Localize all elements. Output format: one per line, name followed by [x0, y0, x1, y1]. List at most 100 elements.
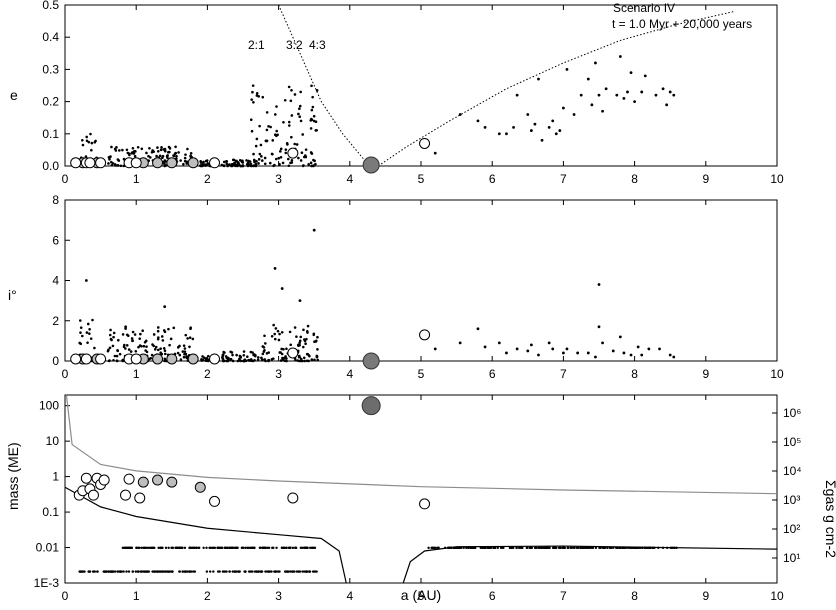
planetesimal-point: [177, 151, 180, 154]
embryo-gray: [194, 481, 206, 493]
planetesimal-point: [160, 335, 164, 338]
planetesimal-point: [510, 546, 513, 550]
planetesimal-point: [622, 351, 626, 355]
planetesimal-point: [618, 55, 622, 58]
planetesimal-point: [183, 156, 187, 160]
x-tick-label: 10: [770, 367, 784, 381]
planetesimal-point: [471, 546, 475, 550]
embryo-white: [123, 473, 135, 485]
planetesimal-point: [225, 160, 229, 163]
planetesimal-point: [302, 356, 306, 360]
planetesimal-point: [496, 546, 499, 550]
planetesimal-point: [114, 164, 118, 167]
y-tick-label: 1: [52, 470, 59, 484]
planetesimal-point: [241, 159, 244, 163]
planetesimal-point: [280, 330, 284, 334]
planetesimal-point: [267, 125, 270, 128]
x-tick-label: 2: [204, 172, 211, 186]
planetesimal-point: [257, 162, 260, 165]
planetesimal-point: [312, 333, 316, 337]
planetesimal-point: [116, 348, 119, 352]
planetesimal-point: [290, 161, 294, 164]
planetesimal-point: [223, 546, 227, 550]
planetesimal-point: [275, 129, 279, 133]
planetesimal-point: [189, 327, 192, 331]
planetesimal-point: [265, 128, 269, 132]
planetesimal-point: [263, 334, 266, 338]
planetesimal-point: [312, 114, 316, 118]
planetesimal-point: [275, 105, 278, 108]
y-tick-label: 8: [52, 193, 59, 207]
planetesimal-point: [529, 343, 533, 347]
planetesimal-point: [285, 141, 289, 145]
planetesimal-point: [168, 343, 171, 347]
planetesimal-point: [178, 570, 182, 573]
planetesimal-point: [166, 154, 169, 157]
planetesimal-point: [255, 570, 258, 573]
planetesimal-point: [309, 546, 312, 550]
planetesimal-point: [93, 346, 96, 350]
planetesimal-point: [648, 546, 651, 550]
planetesimal-point: [257, 158, 261, 161]
x-tick-label: 0: [62, 172, 69, 186]
planetesimal-point: [251, 90, 254, 94]
planetesimal-point: [540, 138, 544, 142]
planetesimal-point: [598, 546, 601, 550]
y-tick-label-right: 10³: [783, 493, 800, 507]
x-tick-label: 0: [62, 367, 69, 381]
planetesimal-point: [265, 111, 269, 114]
planetesimal-point: [253, 546, 256, 550]
planetesimal-point: [639, 546, 642, 550]
planetesimal-point: [202, 160, 205, 164]
planetesimal-point: [228, 546, 231, 550]
embryo-white: [287, 147, 299, 159]
planetesimal-point: [115, 359, 119, 362]
planetesimal-point: [300, 151, 304, 155]
planetesimal-point: [241, 164, 245, 168]
planetesimal-point: [110, 145, 113, 149]
planetesimal-point: [533, 122, 537, 126]
planetesimal-point: [497, 341, 501, 345]
planetesimal-point: [251, 570, 254, 573]
planetesimal-point: [505, 132, 508, 136]
planetesimal-point: [85, 139, 89, 143]
planetesimal-point: [654, 93, 658, 97]
planetesimal-point: [90, 148, 93, 152]
planetesimal-point: [306, 324, 310, 328]
planetesimal-point: [143, 340, 147, 344]
embryo-white: [287, 492, 299, 504]
planetesimal-point: [252, 101, 255, 104]
planetesimal-point: [309, 151, 313, 154]
planetesimal-point: [186, 147, 189, 151]
planetesimal-point: [164, 570, 167, 573]
planetesimal-point: [234, 546, 237, 550]
planetesimal-point: [255, 92, 259, 95]
planetesimal-point: [263, 162, 267, 166]
planetesimal-point: [267, 546, 271, 550]
panel-mass-frame: [64, 394, 778, 584]
planetesimal-point: [133, 154, 137, 158]
planetesimal-point: [647, 347, 651, 351]
planetesimal-point: [245, 159, 248, 162]
planetesimal-point: [183, 570, 187, 573]
y-tick-label: 6: [52, 233, 59, 247]
planetesimal-point: [221, 570, 225, 573]
planetesimal-point: [305, 329, 309, 333]
planetesimal-point: [175, 154, 178, 158]
planetesimal-point: [168, 570, 171, 573]
planetesimal-point: [158, 154, 162, 158]
planetesimal-point: [222, 164, 226, 168]
embryo-white: [209, 353, 221, 365]
planetesimal-point: [529, 129, 533, 132]
x-tick-label: 8: [631, 172, 638, 186]
planetesimal-point: [271, 357, 275, 360]
planetesimal-point: [203, 356, 206, 360]
planetesimal-point: [525, 546, 529, 550]
planetesimal-point: [246, 355, 249, 358]
planetesimal-point: [261, 95, 265, 99]
planetesimal-point: [671, 546, 674, 550]
planetesimal-point: [118, 352, 122, 356]
planetesimal-point: [267, 570, 270, 573]
x-tick-label: 5: [418, 367, 425, 381]
